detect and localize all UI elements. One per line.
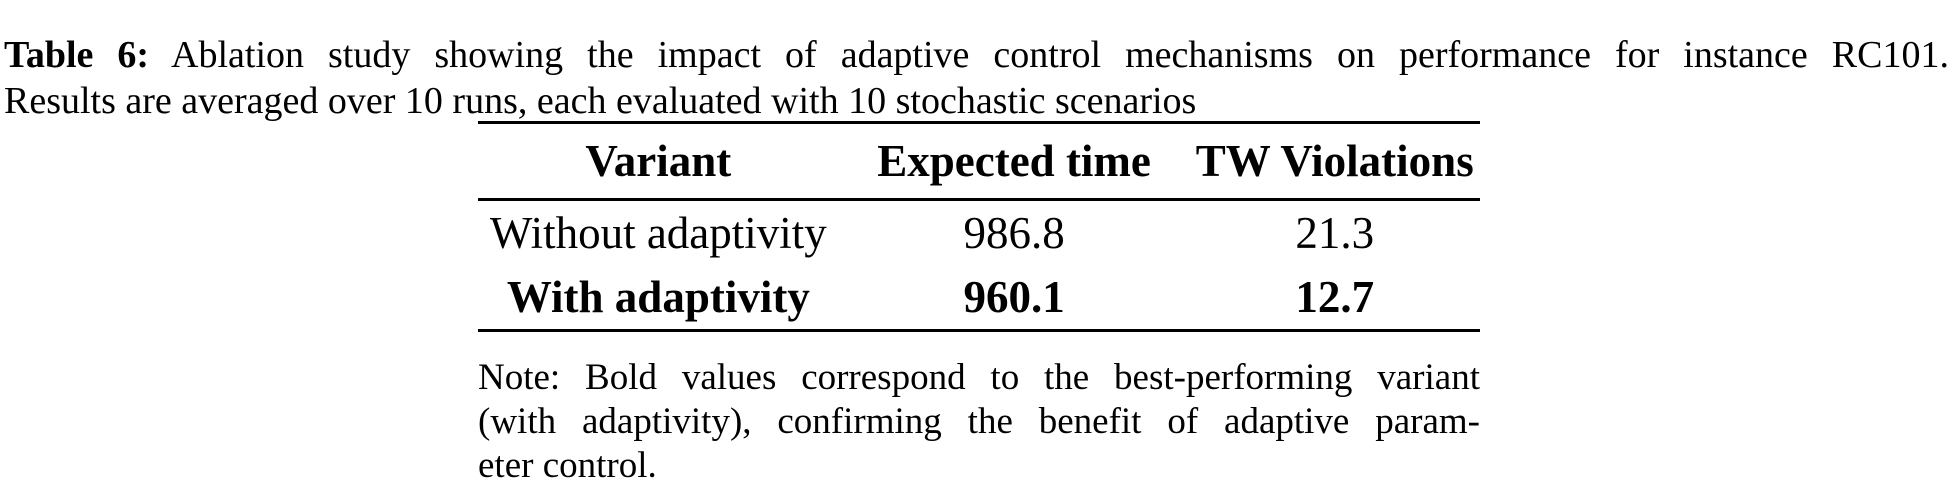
cell-variant: Without adaptivity: [489, 208, 827, 258]
table-header-row: Variant Expected time TW Violations: [478, 122, 1480, 201]
caption-line-2: Results are averaged over 10 runs, each …: [4, 80, 1197, 122]
note-line-3: eter control.: [478, 445, 657, 486]
caption-text: Ablation study showing the impact of ada…: [171, 34, 1949, 76]
table-note: Note: Bold values correspond to the best…: [478, 356, 1480, 488]
cell-tw-violations: 21.3: [1295, 208, 1375, 258]
cell-expected-time: 960.1: [963, 272, 1065, 322]
ablation-results-table: Variant Expected time TW Violations With…: [478, 121, 1480, 332]
table-caption: Table 6: Ablation study showing the impa…: [4, 32, 1949, 124]
cell-expected-time: 986.8: [963, 208, 1065, 258]
note-line-1: Note: Bold values correspond to the best…: [478, 357, 1480, 398]
table-row-with-adaptivity: With adaptivity 960.1 12.7: [478, 265, 1480, 331]
table-row-without-adaptivity: Without adaptivity 986.8 21.3: [478, 200, 1480, 266]
column-header-expected-time: Expected time: [838, 122, 1190, 201]
column-header-tw-violations: TW Violations: [1189, 122, 1480, 201]
cell-tw-violations: 12.7: [1295, 272, 1375, 322]
note-line-2: (with adaptivity), confirming the benefi…: [478, 401, 1480, 442]
column-header-variant: Variant: [478, 122, 839, 201]
caption-line-1: Table 6: Ablation study showing the impa…: [4, 32, 1949, 78]
caption-label: Table 6:: [4, 34, 150, 76]
results-table-container: Variant Expected time TW Violations With…: [478, 121, 1480, 332]
cell-variant: With adaptivity: [506, 272, 810, 322]
